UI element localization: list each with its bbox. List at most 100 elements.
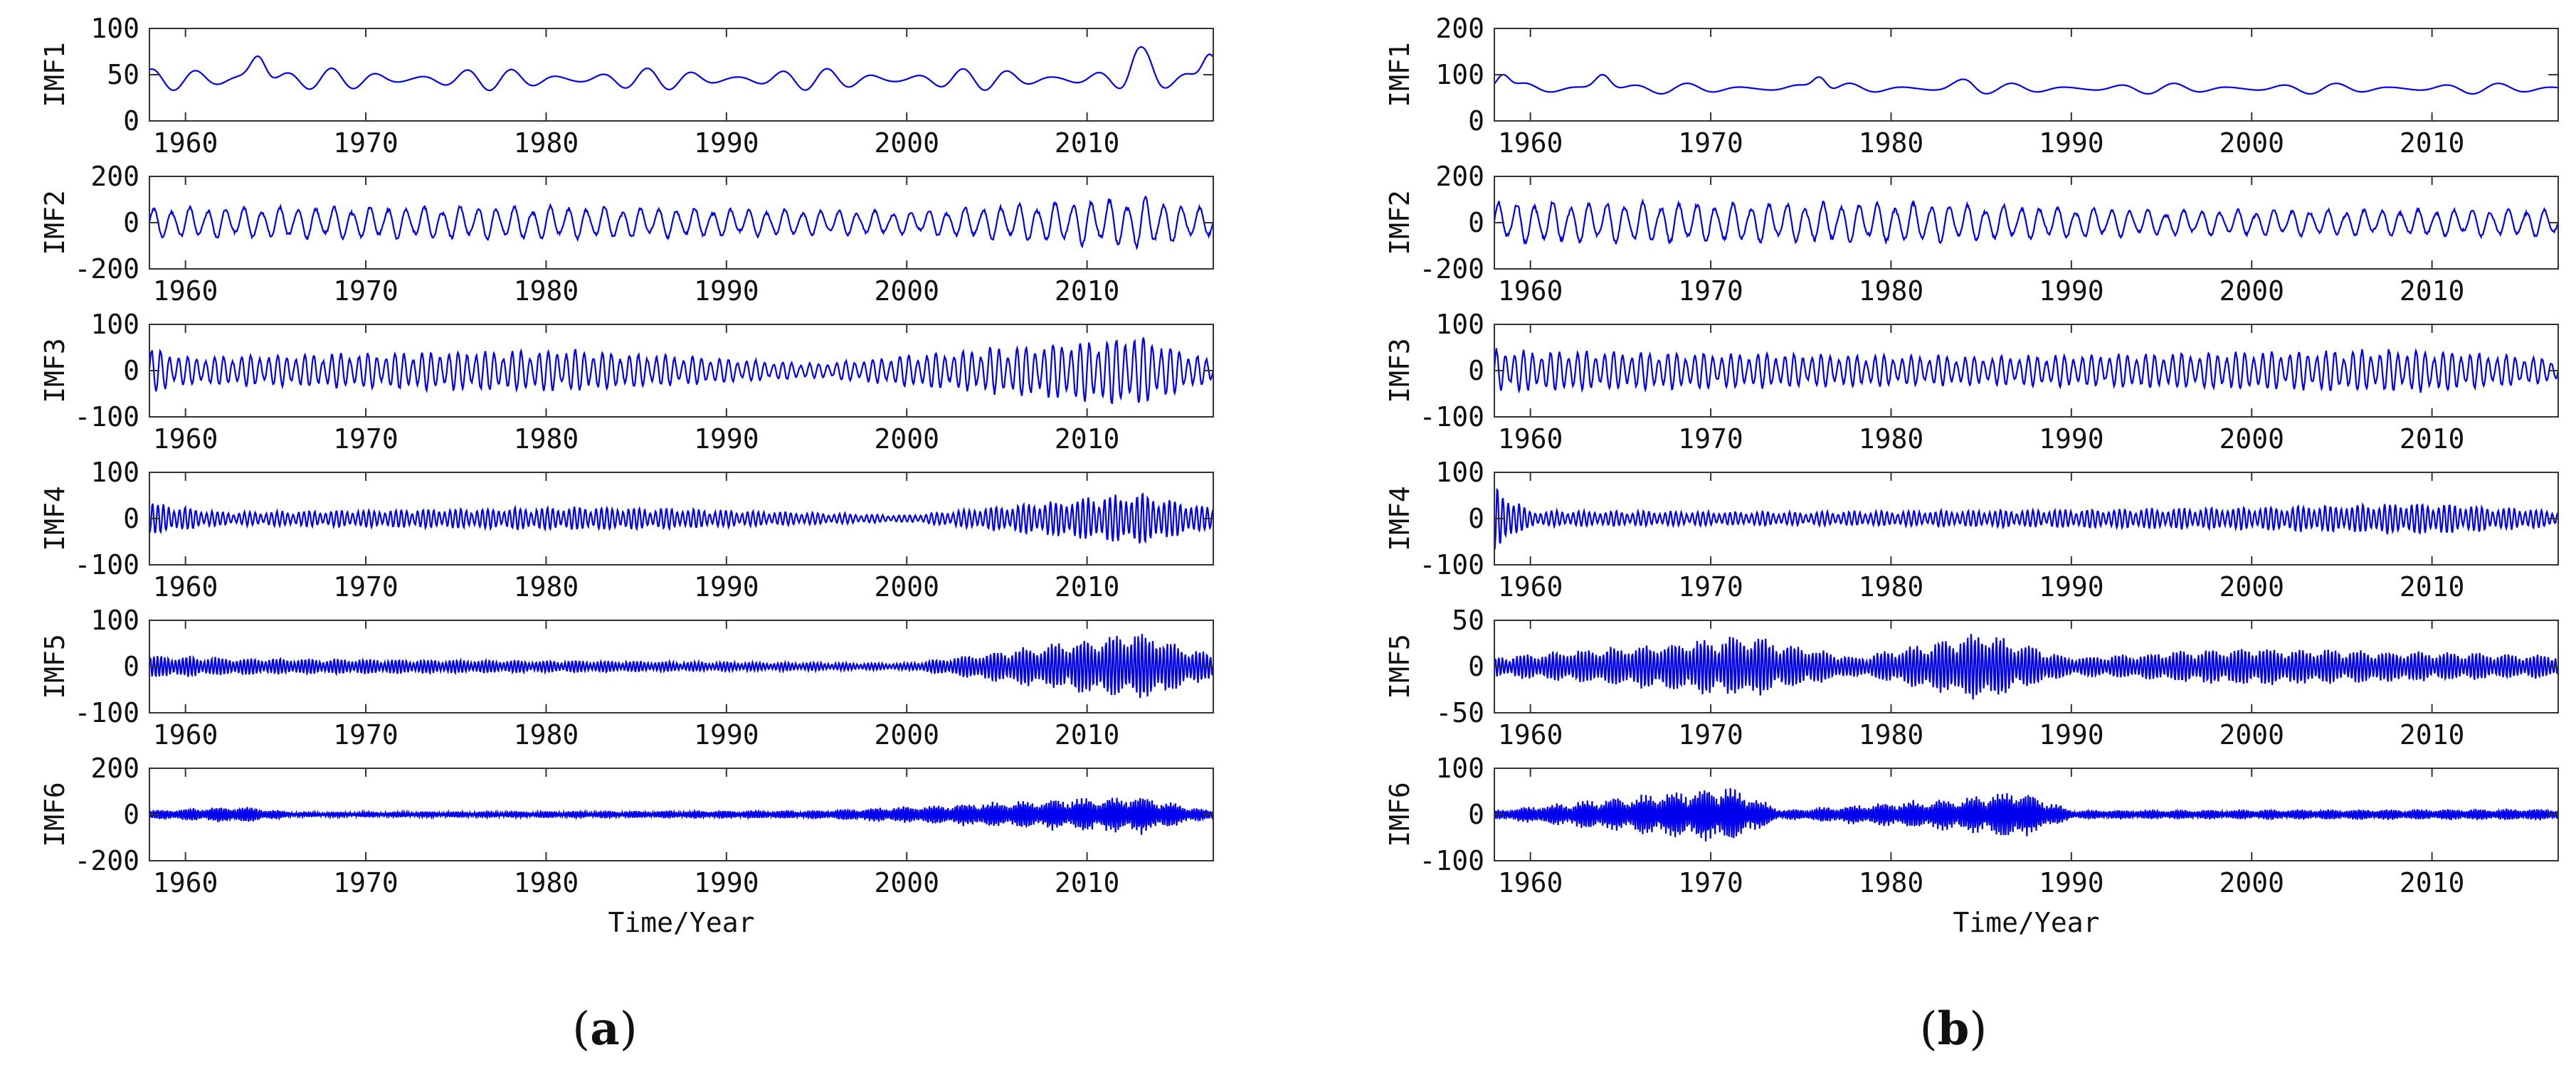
x-tick-label: 2010 <box>1055 571 1120 603</box>
x-tick-label: 1990 <box>694 867 759 898</box>
y-tick-label: 0 <box>1468 207 1484 238</box>
x-tick-label: 1980 <box>1859 719 1924 750</box>
x-tick-label: 1970 <box>333 571 398 603</box>
x-tick-label: 1970 <box>333 127 398 159</box>
y-tick-label: -200 <box>1419 253 1484 285</box>
y-tick-label: 100 <box>1435 753 1484 784</box>
x-tick-label: 2010 <box>2400 867 2465 898</box>
y-axis-label: IMF1 <box>1384 42 1415 107</box>
x-tick-label: 1990 <box>694 127 759 159</box>
x-tick-label: 1960 <box>1498 423 1563 455</box>
series-line-imf6 <box>148 797 1214 835</box>
subplot-imf6: -200 0 200 1960 1970 1980 1990 2000 2010 IMF6 <box>39 753 1214 898</box>
x-tick-label: 1960 <box>153 127 218 159</box>
x-tick-label: 2010 <box>1055 275 1120 307</box>
y-tick-label: 100 <box>1435 59 1484 90</box>
x-tick-label: 1980 <box>1859 127 1924 159</box>
x-tick-label: 1980 <box>1859 571 1924 603</box>
y-tick-label: -100 <box>74 549 139 580</box>
y-tick-label: 0 <box>123 355 139 386</box>
x-tick-label: 1990 <box>2039 275 2104 307</box>
panel-label: (b) <box>1920 1002 1988 1056</box>
x-tick-label: 1990 <box>694 571 759 603</box>
x-tick-label: 1980 <box>1859 423 1924 455</box>
y-axis-label: IMF3 <box>1384 338 1415 403</box>
x-tick-label: 2010 <box>2400 571 2465 603</box>
x-tick-label: 1970 <box>333 719 398 750</box>
y-axis-label: IMF5 <box>1384 634 1415 699</box>
y-tick-label: 0 <box>123 105 139 137</box>
subplot-imf2: -200 0 200 1960 1970 1980 1990 2000 2010 IMF2 <box>39 161 1215 307</box>
subplot-imf5: -50 0 50 1960 1970 1980 1990 2000 2010 IMF5 <box>1384 605 2560 750</box>
y-tick-label: -100 <box>1419 549 1484 580</box>
x-tick-label: 2010 <box>2400 423 2465 455</box>
y-tick-label: 50 <box>107 59 139 90</box>
series-line-imf1 <box>1494 73 2559 95</box>
x-tick-label: 2000 <box>874 719 939 750</box>
y-tick-label: 100 <box>90 309 139 340</box>
y-tick-label: 100 <box>90 605 139 636</box>
x-tick-label: 1980 <box>1859 867 1924 898</box>
subplot-imf1: 0 100 200 1960 1970 1980 1990 2000 2010 IMF1 <box>1384 13 2559 159</box>
x-tick-label: 1960 <box>153 867 218 898</box>
x-tick-label: 1970 <box>333 275 398 307</box>
x-tick-label: 1970 <box>1678 423 1743 455</box>
x-axis-label: Time/Year <box>1953 907 2100 938</box>
x-tick-label: 2010 <box>2400 127 2465 159</box>
y-tick-label: -100 <box>1419 845 1484 876</box>
x-tick-label: 1960 <box>1498 571 1563 603</box>
subplot-imf6: -100 0 100 1960 1970 1980 1990 2000 2010 IMF6 <box>1384 753 2559 898</box>
x-tick-label: 1970 <box>1678 571 1743 603</box>
y-axis-label: IMF6 <box>1384 782 1415 847</box>
series-line-imf3 <box>148 336 1215 405</box>
x-tick-label: 1980 <box>514 867 579 898</box>
x-tick-label: 1960 <box>153 571 218 603</box>
x-tick-label: 1970 <box>1678 867 1743 898</box>
y-tick-label: -100 <box>74 697 139 728</box>
series-line-imf3 <box>1493 348 2560 394</box>
y-tick-label: 200 <box>90 753 139 784</box>
y-tick-label: -200 <box>74 253 139 285</box>
x-tick-label: 2000 <box>2219 275 2284 307</box>
plot-frame <box>1494 28 2559 122</box>
x-tick-label: 1960 <box>153 719 218 750</box>
series-line-imf6 <box>1493 787 2559 842</box>
series-line-imf2 <box>1493 198 2560 245</box>
y-axis-label: IMF2 <box>1384 190 1415 255</box>
x-tick-label: 1970 <box>333 867 398 898</box>
x-tick-label: 2000 <box>874 571 939 603</box>
y-tick-label: -200 <box>74 845 139 876</box>
x-tick-label: 2000 <box>874 127 939 159</box>
x-tick-label: 1970 <box>1678 127 1743 159</box>
y-axis-label: IMF4 <box>39 486 70 551</box>
x-tick-label: 2010 <box>2400 719 2465 750</box>
x-tick-label: 1990 <box>2039 867 2104 898</box>
y-tick-label: -100 <box>74 401 139 433</box>
x-tick-label: 1980 <box>514 423 579 455</box>
x-tick-label: 1970 <box>1678 719 1743 750</box>
x-tick-label: 1970 <box>333 423 398 455</box>
y-tick-label: 200 <box>90 161 139 192</box>
x-tick-label: 1980 <box>514 571 579 603</box>
series-line-imf5 <box>148 634 1215 699</box>
y-tick-label: 200 <box>1435 13 1484 44</box>
x-tick-label: 1970 <box>1678 275 1743 307</box>
x-tick-label: 2000 <box>874 867 939 898</box>
x-tick-label: 2000 <box>2219 423 2284 455</box>
x-tick-label: 1980 <box>514 127 579 159</box>
x-tick-label: 2010 <box>1055 867 1120 898</box>
y-tick-label: 0 <box>123 799 139 830</box>
y-tick-label: 0 <box>1468 105 1484 137</box>
subplot-imf3: -100 0 100 1960 1970 1980 1990 2000 2010 IMF3 <box>39 309 1215 455</box>
y-axis-label: IMF2 <box>39 190 70 255</box>
y-tick-label: 0 <box>1468 503 1484 534</box>
y-tick-label: 0 <box>123 503 139 534</box>
x-tick-label: 2010 <box>1055 127 1120 159</box>
y-tick-label: 50 <box>1452 605 1484 636</box>
y-tick-label: 100 <box>1435 309 1484 340</box>
y-tick-label: 0 <box>1468 651 1484 682</box>
x-tick-label: 1960 <box>1498 867 1563 898</box>
subplot-imf4: -100 0 100 1960 1970 1980 1990 2000 2010 IMF4 <box>39 457 1214 603</box>
y-tick-label: 0 <box>1468 799 1484 830</box>
